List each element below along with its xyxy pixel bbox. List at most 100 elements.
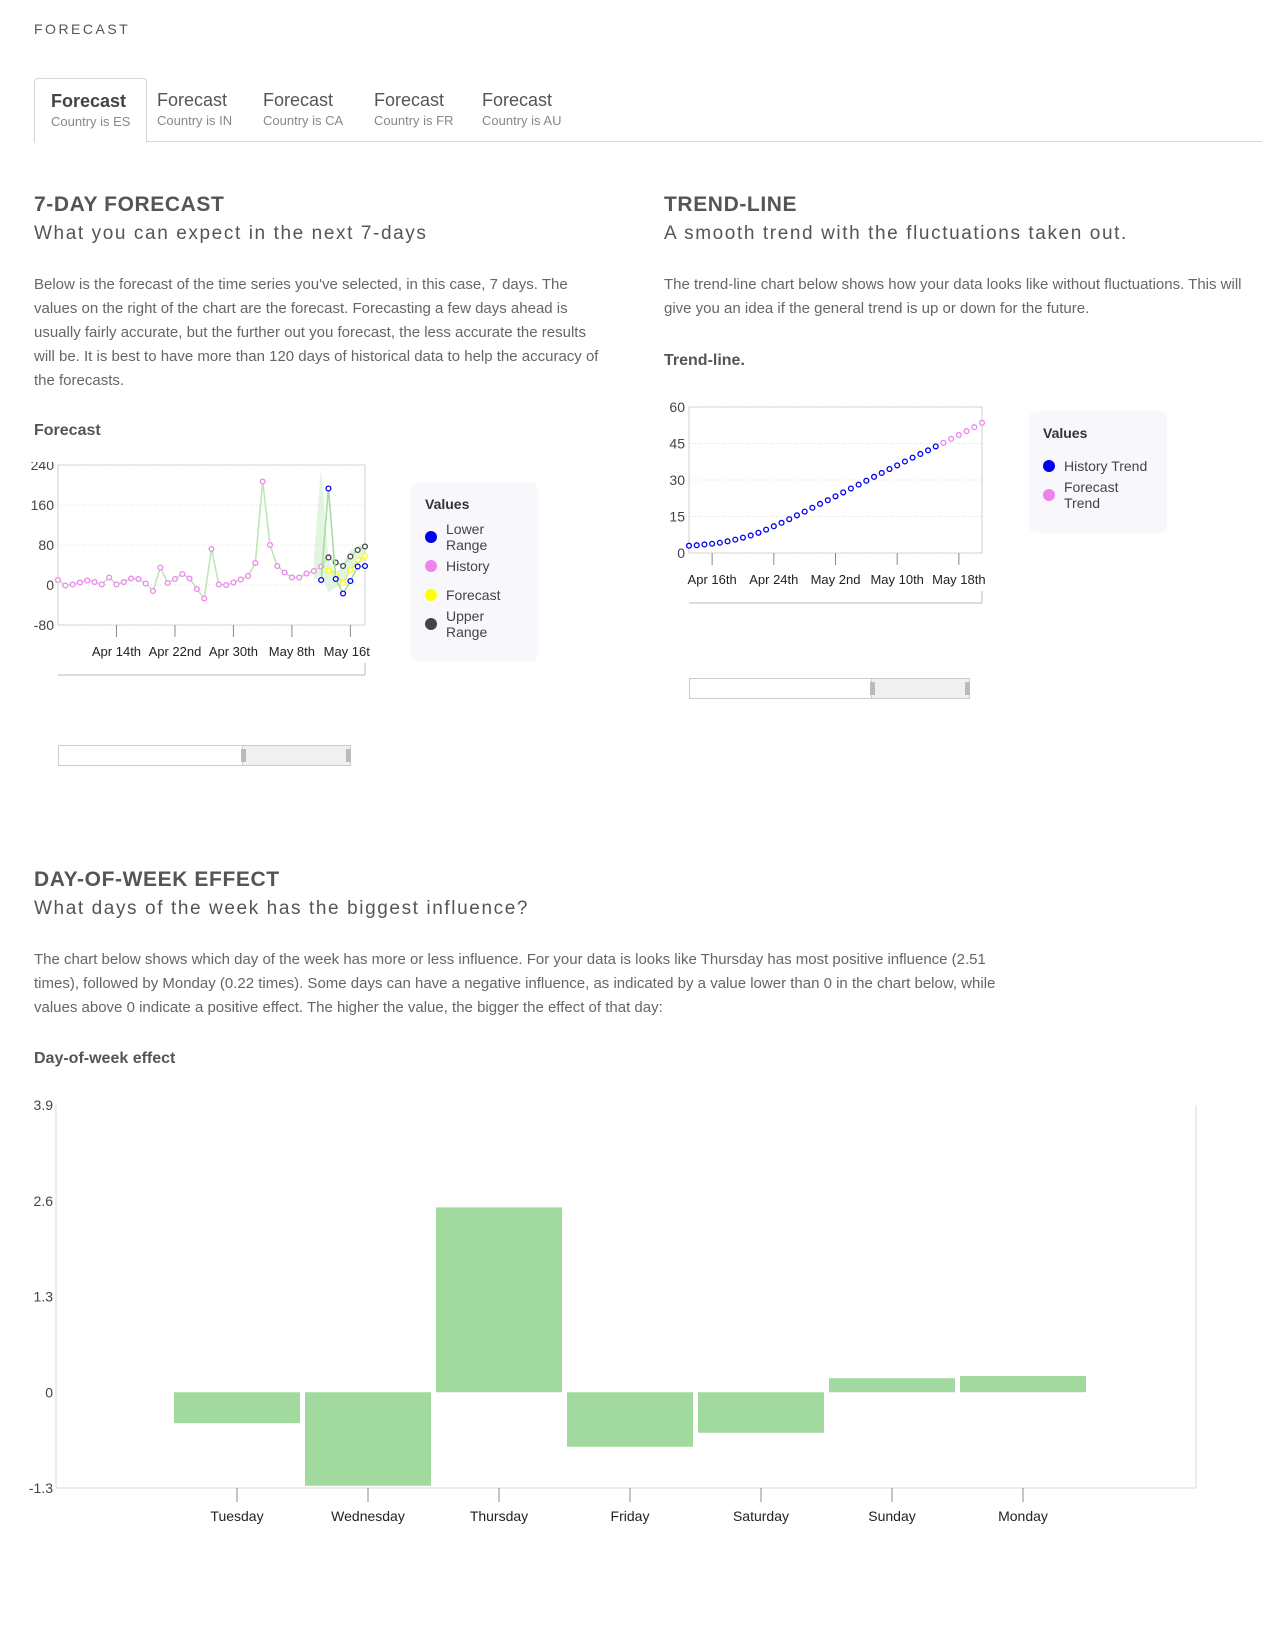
history-trend-point	[932, 443, 939, 450]
y-tick-label: 0	[46, 577, 54, 593]
y-tick-label: 1.3	[34, 1289, 54, 1305]
history-point	[120, 578, 127, 586]
trend-range-slider[interactable]	[689, 678, 970, 699]
forecast-trend-point	[963, 428, 970, 435]
forecast-trend-point	[971, 424, 978, 431]
tab-title: Forecast	[51, 91, 127, 111]
forecast-heading: 7-DAY FORECAST	[34, 193, 225, 216]
legend-item-history[interactable]: History	[425, 551, 524, 580]
legend-label: Lower Range	[446, 520, 488, 553]
tab-subtitle: Country is IN	[157, 113, 233, 128]
history-point	[84, 577, 91, 584]
legend-item-lower-range[interactable]: Lower Range	[425, 520, 524, 553]
x-tick-label: Tuesday	[210, 1508, 263, 1524]
history-point	[106, 574, 113, 581]
tab-forecast-es[interactable]: Forecast Country is ES	[34, 78, 148, 143]
history-point	[310, 567, 317, 575]
x-tick-label: Friday	[611, 1508, 650, 1524]
dow-description: The chart below shows which day of the w…	[34, 951, 996, 1016]
legend-item-forecast-trend[interactable]: Forecast Trend	[1043, 479, 1153, 511]
y-tick-label: 15	[669, 509, 685, 525]
history-point	[201, 595, 208, 602]
lower-range-point	[354, 563, 361, 570]
lower-range-point	[340, 590, 347, 597]
history-point	[296, 574, 303, 581]
history-point	[135, 575, 142, 583]
history-trend-point	[917, 450, 924, 458]
legend-marker	[425, 617, 437, 630]
upper-range-point	[347, 553, 354, 560]
history-point	[223, 581, 230, 589]
history-trend-point	[747, 532, 754, 539]
forecast-point	[354, 556, 361, 564]
x-tick-label: Monday	[998, 1508, 1048, 1524]
tab-forecast-in[interactable]: Forecast Country is IN	[141, 78, 248, 142]
bar-wednesday	[305, 1392, 431, 1486]
history-point	[281, 569, 288, 576]
y-tick-label: 80	[38, 537, 54, 553]
x-tick-label: Apr 16th	[688, 572, 737, 587]
legend-label: Forecast	[446, 586, 501, 603]
trend-range-handle-left[interactable]	[870, 682, 875, 695]
legend-item-upper-range[interactable]: Upper Range	[425, 608, 524, 640]
history-point	[244, 572, 252, 580]
history-point	[179, 570, 186, 578]
y-tick-label: 240	[31, 462, 55, 473]
y-tick-label: 45	[669, 436, 685, 452]
trend-chart-title: Trend-line.	[664, 352, 745, 369]
history-trend-point	[685, 542, 693, 549]
history-trend-point	[840, 489, 847, 496]
history-trend-point	[886, 466, 893, 473]
history-trend-point	[894, 462, 901, 469]
history-trend-point	[770, 523, 777, 530]
y-tick-label: 2.6	[34, 1193, 54, 1209]
history-trend-point	[732, 536, 739, 543]
x-tick-label: May 10th	[870, 572, 923, 587]
history-trend-point	[924, 447, 932, 454]
history-trend-point	[809, 504, 816, 511]
tab-subtitle: Country is CA	[263, 113, 344, 128]
tab-title: Forecast	[157, 90, 228, 110]
dow-chart: -1.3 0 1.3 2.6 3.9 Tuesday Wednesday Thursday Fr…	[29, 1097, 1197, 1524]
forecast-trend-point	[955, 431, 962, 439]
legend-title: Values	[1043, 425, 1088, 441]
forecast-range-handle-left[interactable]	[241, 749, 246, 762]
history-trend-point	[709, 540, 716, 547]
history-trend-point	[755, 529, 762, 536]
upper-range-point	[361, 543, 369, 550]
forecast-range-selected	[242, 746, 350, 765]
history-trend-point	[724, 538, 731, 545]
history-trend-point	[847, 485, 854, 492]
history-point	[149, 587, 157, 595]
legend-title: Values	[425, 496, 470, 512]
legend-item-forecast[interactable]: Forecast	[425, 580, 524, 609]
trend-range-handle-right[interactable]	[965, 682, 970, 695]
tab-subtitle: Country is ES	[51, 114, 131, 129]
history-trend-point	[832, 493, 839, 500]
trend-legend: Values History Trend Forecast Trend	[1029, 411, 1167, 533]
y-tick-label: 0	[677, 545, 685, 561]
x-tick-label: Saturday	[733, 1508, 789, 1524]
history-point	[274, 562, 281, 570]
trend-chart: 0 15 30 45 60 Apr 16th Apr 24th May 2nd May 10th…	[669, 400, 986, 604]
history-point	[215, 581, 222, 588]
x-tick-label: Wednesday	[331, 1508, 405, 1524]
x-tick-label: Apr 30th	[209, 644, 258, 659]
y-tick-label: 60	[669, 400, 685, 415]
legend-item-history-trend[interactable]: History Trend	[1043, 451, 1153, 480]
history-point	[288, 574, 295, 581]
legend-marker	[1043, 488, 1055, 501]
history-trend-point	[701, 541, 708, 548]
tab-forecast-fr[interactable]: Forecast Country is FR	[358, 78, 469, 142]
history-trend-point	[778, 519, 785, 526]
upper-range-point	[354, 546, 361, 554]
tab-forecast-ca[interactable]: Forecast Country is CA	[247, 78, 359, 142]
history-point	[237, 576, 244, 583]
tab-forecast-au[interactable]: Forecast Country is AU	[466, 78, 577, 142]
forecast-range-slider[interactable]	[58, 745, 351, 766]
history-point	[142, 580, 149, 587]
dow-heading: DAY-OF-WEEK EFFECT	[34, 868, 280, 891]
bar-friday	[567, 1392, 693, 1447]
forecast-range-handle-right[interactable]	[346, 749, 351, 762]
history-point	[252, 559, 259, 567]
